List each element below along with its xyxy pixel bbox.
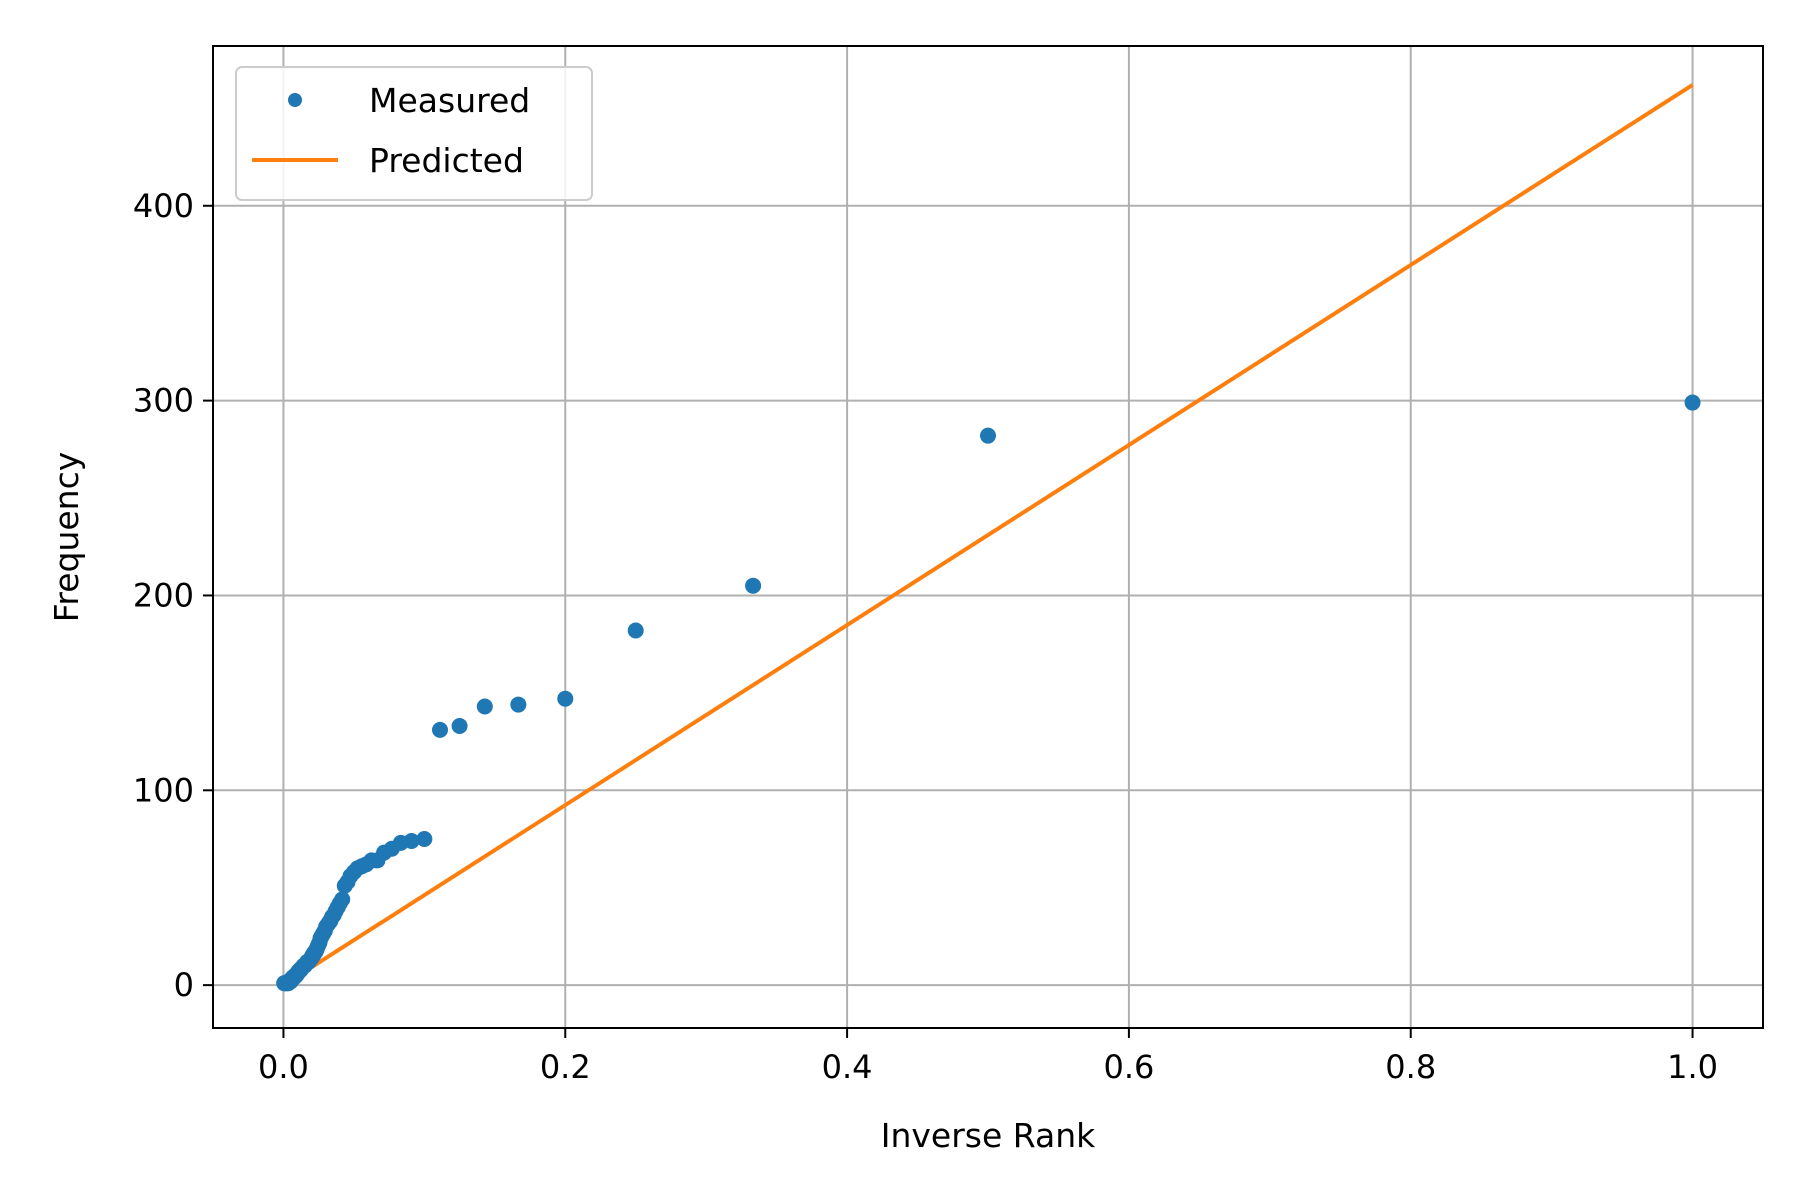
x-tick-label: 0.4: [822, 1048, 873, 1086]
measured-series: [276, 394, 1701, 992]
measured-point: [557, 690, 574, 707]
y-tick-label: 300: [133, 382, 194, 420]
legend: Measured Predicted: [235, 66, 593, 201]
legend-measured-marker: [288, 93, 302, 107]
y-tick-label: 400: [133, 187, 194, 225]
y-axis-ticks: 0 100 200 300 400: [133, 187, 213, 1004]
measured-point: [432, 721, 449, 738]
legend-measured-label: Measured: [369, 81, 530, 120]
legend-box: [235, 66, 593, 201]
x-tick-label: 0.2: [540, 1048, 591, 1086]
measured-point: [476, 698, 493, 715]
predicted-series: [282, 83, 1694, 987]
measured-point: [745, 577, 762, 594]
predicted-line: [282, 83, 1694, 987]
x-tick-label: 0.8: [1385, 1048, 1436, 1086]
measured-point: [451, 717, 468, 734]
y-tick-label: 200: [133, 576, 194, 614]
measured-point: [336, 877, 353, 894]
measured-point: [276, 975, 293, 992]
x-tick-label: 0.0: [258, 1048, 309, 1086]
x-axis-title: Inverse Rank: [881, 1116, 1096, 1155]
measured-point: [627, 622, 644, 639]
x-tick-label: 0.6: [1103, 1048, 1154, 1086]
measured-point: [510, 696, 527, 713]
y-tick-label: 0: [174, 966, 194, 1004]
measured-point: [1684, 394, 1701, 411]
y-tick-label: 100: [133, 771, 194, 809]
x-axis-ticks: 0.0 0.2 0.4 0.6 0.8 1.0: [258, 1028, 1718, 1086]
x-tick-label: 1.0: [1667, 1048, 1718, 1086]
legend-predicted-label: Predicted: [369, 141, 524, 180]
measured-point: [980, 427, 996, 444]
plot-area-frame: [212, 45, 1764, 1029]
y-axis-title: Frequency: [47, 452, 86, 622]
measured-point: [416, 831, 433, 848]
